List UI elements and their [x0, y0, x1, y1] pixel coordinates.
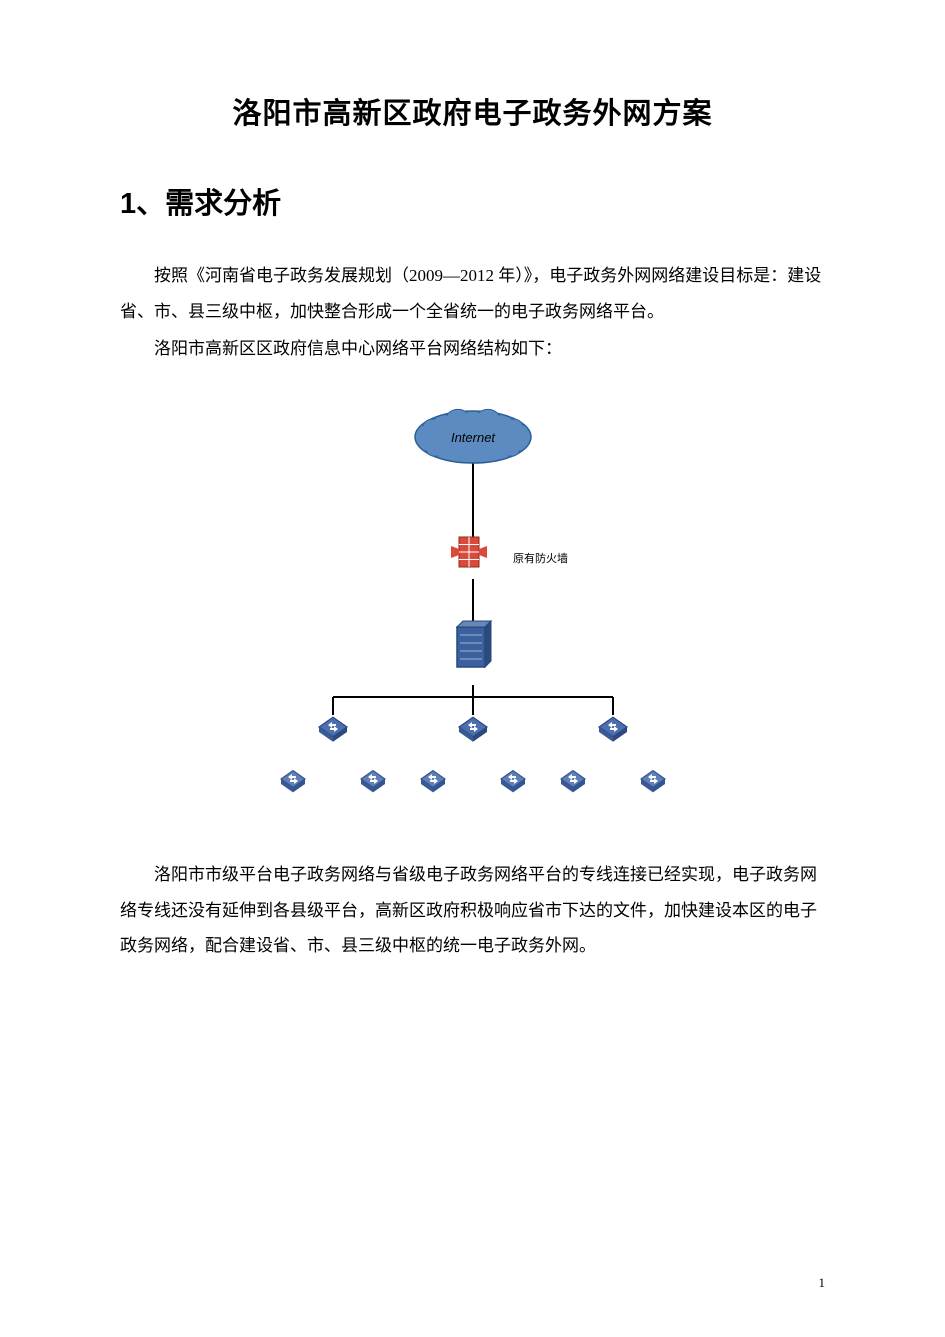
access-switch-icon-4	[561, 771, 585, 793]
document-title: 洛阳市高新区政府电子政务外网方案	[120, 90, 825, 132]
access-switch-icon-2	[421, 771, 445, 793]
section-1-para-1: 按照《河南省电子政务发展规划（2009—2012 年）》，电子政务外网网络建设目…	[120, 258, 825, 329]
core-switch-icon	[457, 621, 491, 667]
internet-label: Internet	[450, 430, 495, 445]
dist-switch-icon-0	[319, 717, 347, 742]
access-switch-icon-0	[281, 771, 305, 793]
page-number: 1	[819, 1275, 826, 1291]
access-switch-icon-1	[361, 771, 385, 793]
access-switch-icon-5	[641, 771, 665, 793]
firewall-label: 原有防火墙	[513, 551, 568, 565]
network-diagram: Internet 原有防火墙	[120, 397, 825, 827]
network-diagram-svg: Internet 原有防火墙	[213, 397, 733, 817]
section-1-para-3: 洛阳市市级平台电子政务网络与省级电子政务网络平台的专线连接已经实现，电子政务网络…	[120, 857, 825, 964]
section-1-heading: 1、需求分析	[120, 180, 825, 222]
dist-switch-icon-2	[599, 717, 627, 742]
firewall-icon	[451, 537, 487, 567]
access-switch-icon-3	[501, 771, 525, 793]
section-1-para-2: 洛阳市高新区区政府信息中心网络平台网络结构如下：	[120, 331, 825, 367]
dist-switch-icon-1	[459, 717, 487, 742]
